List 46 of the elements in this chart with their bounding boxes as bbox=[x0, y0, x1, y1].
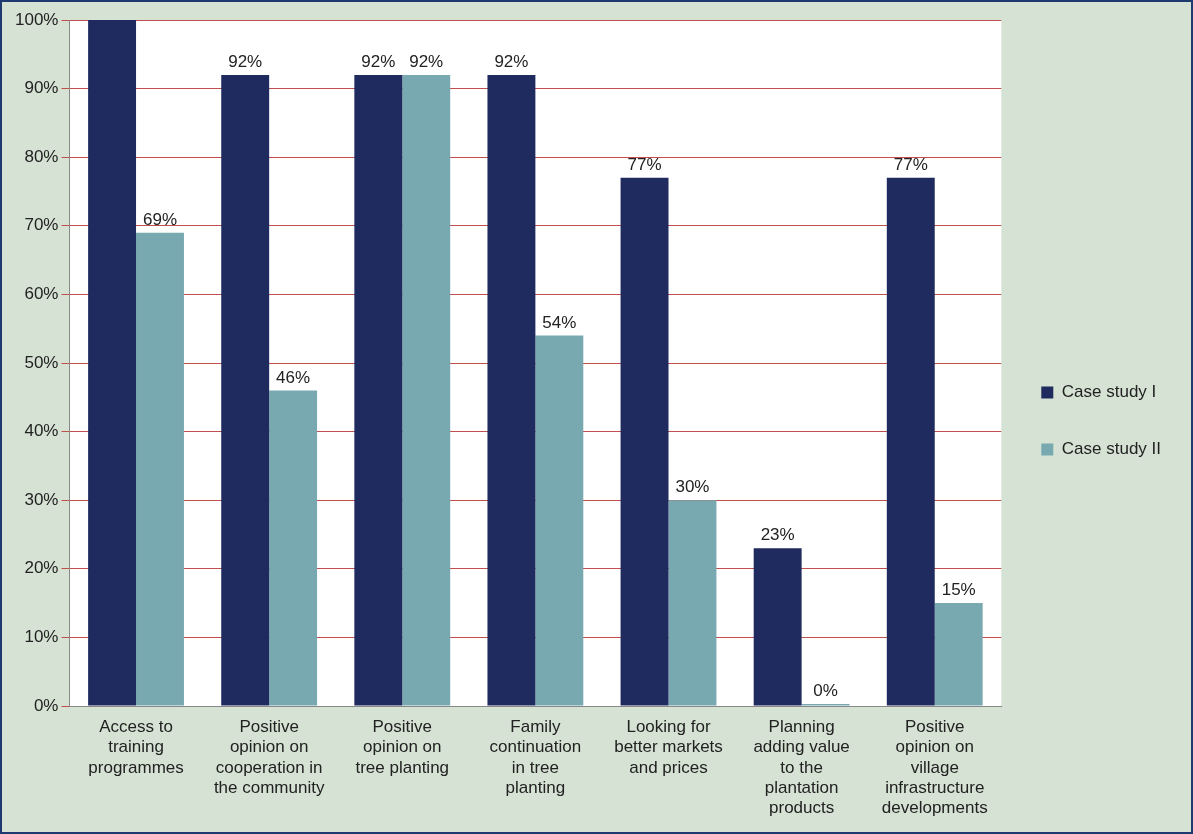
x-tick-label: Positive opinion on tree planting bbox=[355, 716, 450, 777]
data-label: 0% bbox=[813, 681, 838, 701]
y-tick-label: 0% bbox=[33, 695, 59, 715]
data-label: 30% bbox=[675, 477, 710, 497]
data-label: 92% bbox=[494, 52, 529, 72]
data-label: 54% bbox=[542, 312, 577, 332]
y-tick-label: 100% bbox=[15, 9, 59, 29]
data-label: 92% bbox=[228, 52, 263, 72]
y-tick-label: 20% bbox=[24, 558, 59, 578]
y-tick-label: 90% bbox=[24, 78, 59, 98]
data-label: 15% bbox=[941, 580, 976, 600]
x-tick-label: Access to training programmes bbox=[88, 716, 184, 777]
bar bbox=[620, 177, 669, 706]
data-label: 46% bbox=[276, 367, 311, 387]
bar bbox=[402, 74, 451, 706]
x-tick-label: Planning adding value to the plantation products bbox=[753, 716, 850, 818]
bar bbox=[886, 177, 935, 706]
bar bbox=[535, 335, 584, 706]
y-tick-label: 50% bbox=[24, 352, 59, 372]
x-tick-label: Positive opinion on village infrastructure developments bbox=[881, 716, 988, 818]
data-label: 92% bbox=[361, 52, 396, 72]
y-tick-label: 30% bbox=[24, 489, 59, 509]
bar bbox=[221, 74, 270, 706]
bar bbox=[88, 20, 137, 706]
legend-label: Case study I bbox=[1061, 382, 1157, 402]
y-tick-label: 70% bbox=[24, 215, 59, 235]
bar bbox=[753, 548, 802, 706]
x-tick-label: Looking for better markets and prices bbox=[614, 716, 723, 777]
data-label: 77% bbox=[627, 154, 662, 174]
bar bbox=[136, 232, 184, 706]
y-tick-label: 10% bbox=[24, 627, 59, 647]
bar bbox=[269, 390, 318, 706]
data-label: 92% bbox=[409, 52, 444, 72]
x-tick-label: Family continuation in tree planting bbox=[489, 716, 582, 798]
bar bbox=[487, 74, 536, 706]
bar bbox=[934, 603, 983, 706]
bar bbox=[668, 500, 717, 706]
bar bbox=[354, 74, 403, 706]
x-tick-label: Positive opinion on cooperation in the community bbox=[213, 716, 325, 798]
data-label: 23% bbox=[760, 525, 795, 545]
y-tick-label: 80% bbox=[24, 146, 59, 166]
y-tick-label: 40% bbox=[24, 421, 59, 441]
y-tick-label: 60% bbox=[24, 284, 59, 304]
legend-label: Case study II bbox=[1061, 439, 1162, 459]
data-label: 69% bbox=[142, 209, 178, 229]
data-label: 77% bbox=[893, 154, 928, 174]
